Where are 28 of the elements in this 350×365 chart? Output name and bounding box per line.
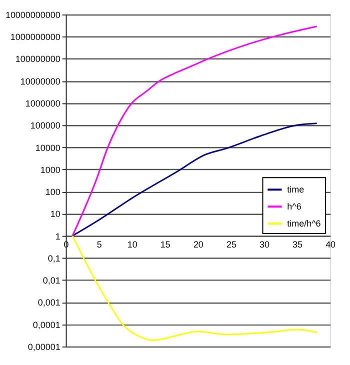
y-tick-label: 0,1 [48,253,60,264]
y-tick-label: 1000000 [25,98,60,109]
x-tick-label: 35 [292,239,303,250]
x-tick-label: 5 [96,239,102,250]
legend-label: time/h^6 [287,218,321,229]
x-tick-label: 15 [160,239,170,250]
x-tick-label: 10 [127,239,138,250]
line-series [72,235,318,342]
x-tick-label: 30 [260,239,270,250]
y-tick-label: 0,001 [38,298,60,308]
y-tick-label: 1000 [40,164,60,175]
y-tick-label: 1000000000 [10,32,60,42]
y-tick-label: 0,00001 [28,342,60,352]
x-tick-label: 40 [326,239,336,250]
y-tick-label: 100000 [30,120,60,131]
y-tick-label: 100 [45,187,60,198]
x-tick-label: 25 [226,239,236,250]
y-tick-label: 0,01 [42,276,60,286]
y-tick-label: 1 [55,231,60,242]
y-tick-label: 10000 [35,142,60,153]
y-tick-label: 10000000 [20,76,60,86]
x-tick-label: 20 [193,239,204,250]
y-tick-label: 0,0001 [32,320,60,330]
y-tick-label: 10 [50,209,60,220]
y-tick-label: 10000000000 [5,10,60,20]
legend-label: time [287,184,304,195]
y-tick-label: 100000000 [15,54,60,64]
legend-label: h^6 [287,202,302,212]
